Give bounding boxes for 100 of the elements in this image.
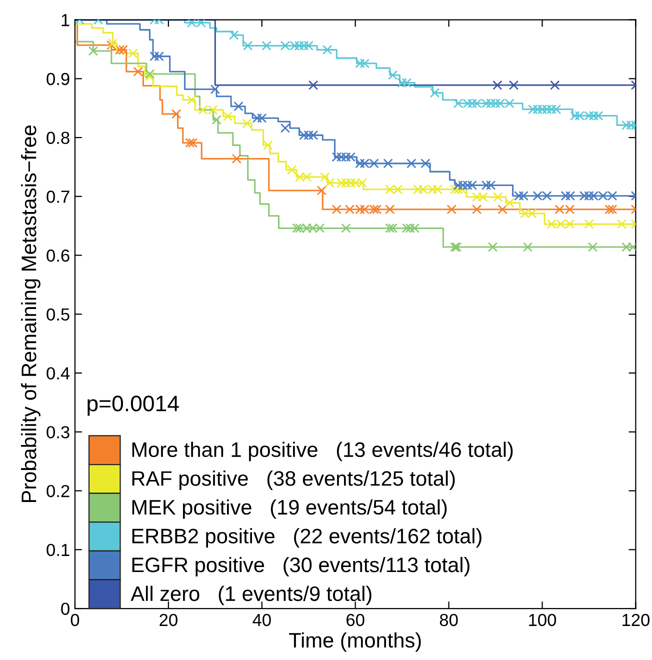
point bbox=[584, 190, 594, 201]
point bbox=[385, 223, 395, 234]
legend-label: MEK positive (19 events/54 total) bbox=[132, 499, 447, 519]
point bbox=[492, 80, 502, 90]
point bbox=[222, 111, 233, 122]
point bbox=[565, 190, 576, 201]
point bbox=[88, 46, 98, 56]
y-tick-label: 0 bbox=[61, 602, 70, 615]
y-tick-label: 0.4 bbox=[46, 367, 70, 380]
point bbox=[243, 40, 253, 51]
y-tick-label: 1 bbox=[62, 14, 70, 26]
point bbox=[114, 44, 125, 55]
y-tick-label: 0.9 bbox=[46, 72, 70, 86]
x-tick-label: 40 bbox=[252, 614, 271, 626]
point bbox=[406, 158, 416, 168]
point bbox=[550, 80, 560, 90]
point bbox=[397, 78, 407, 88]
point bbox=[154, 51, 164, 62]
point bbox=[402, 78, 412, 88]
x-tick-label: 120 bbox=[622, 614, 650, 626]
point bbox=[584, 219, 594, 229]
legend-label: More than 1 positive (13 events/46 total) bbox=[132, 442, 513, 462]
point bbox=[262, 40, 272, 51]
point bbox=[133, 66, 143, 76]
x-tick-label: 60 bbox=[346, 614, 364, 626]
point bbox=[228, 30, 239, 40]
annotation: p=0.0014 bbox=[88, 396, 179, 416]
x-tick-label: 0 bbox=[70, 614, 80, 626]
point bbox=[286, 165, 297, 175]
point bbox=[144, 71, 155, 82]
point bbox=[588, 110, 599, 121]
point bbox=[210, 84, 220, 94]
point bbox=[518, 190, 528, 201]
point bbox=[332, 204, 342, 214]
point bbox=[388, 223, 398, 234]
point bbox=[341, 223, 351, 234]
point bbox=[172, 109, 182, 119]
y-tick-label: 0.5 bbox=[46, 308, 70, 321]
point bbox=[486, 180, 496, 190]
point bbox=[263, 140, 273, 150]
point bbox=[446, 204, 456, 214]
y-tick-label: 0.3 bbox=[46, 426, 70, 438]
y-tick-label: 0.8 bbox=[46, 132, 70, 144]
point bbox=[304, 130, 314, 140]
legend-label: ERBB2 positive (22 events/162 total) bbox=[132, 528, 482, 548]
point bbox=[234, 101, 244, 112]
point bbox=[308, 80, 318, 90]
y-axis-title: Probability of Remaining Metastasis−free bbox=[21, 125, 40, 502]
point bbox=[607, 204, 618, 214]
legend-label: EGFR positive (30 events/113 total) bbox=[132, 556, 470, 576]
point bbox=[508, 80, 519, 90]
point bbox=[242, 118, 252, 128]
point bbox=[467, 98, 478, 108]
point bbox=[316, 186, 327, 196]
x-axis-title: Time (months) bbox=[289, 632, 421, 652]
point bbox=[453, 184, 463, 194]
point bbox=[498, 204, 508, 214]
point bbox=[212, 115, 222, 125]
point bbox=[570, 110, 580, 121]
y-tick-label: 0.6 bbox=[46, 249, 70, 262]
y-tick-label: 0.2 bbox=[46, 484, 70, 498]
point bbox=[150, 51, 160, 62]
point bbox=[257, 113, 267, 123]
point bbox=[588, 242, 598, 252]
point bbox=[372, 204, 382, 214]
point bbox=[488, 242, 498, 252]
point bbox=[604, 204, 614, 214]
point bbox=[322, 44, 332, 55]
point bbox=[514, 190, 524, 201]
point bbox=[430, 88, 440, 98]
point bbox=[420, 158, 430, 168]
point bbox=[280, 123, 290, 133]
legend-label: All zero (1 events/9 total) bbox=[130, 586, 372, 606]
point bbox=[385, 204, 395, 214]
point bbox=[522, 242, 533, 252]
y-tick-label: 0.1 bbox=[46, 544, 70, 556]
point bbox=[186, 95, 197, 105]
point bbox=[360, 58, 370, 68]
point bbox=[355, 58, 365, 68]
point bbox=[504, 198, 514, 208]
point bbox=[252, 113, 262, 123]
point bbox=[405, 223, 415, 234]
point bbox=[232, 154, 242, 164]
y-tick-label: 0.7 bbox=[46, 190, 70, 203]
point bbox=[185, 138, 195, 148]
point bbox=[320, 172, 330, 182]
point bbox=[472, 204, 482, 214]
point bbox=[560, 190, 570, 201]
point bbox=[128, 48, 138, 58]
legend-label: RAF positive (38 events/125 total) bbox=[132, 470, 455, 490]
point bbox=[118, 44, 128, 55]
point bbox=[383, 158, 393, 168]
point bbox=[144, 69, 155, 79]
point bbox=[188, 138, 198, 148]
x-tick-label: 20 bbox=[160, 614, 178, 626]
point bbox=[481, 180, 492, 190]
point bbox=[355, 158, 365, 168]
x-tick-label: 100 bbox=[529, 614, 556, 626]
point bbox=[616, 219, 627, 229]
point bbox=[388, 70, 398, 80]
